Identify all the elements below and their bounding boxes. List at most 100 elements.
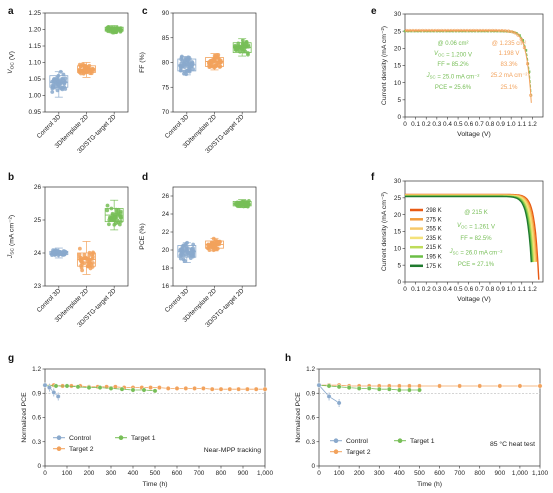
- data-point: [467, 29, 470, 33]
- y-tick-label: 10: [394, 246, 402, 253]
- y-axis-label: JSC (mA cm⁻²): [7, 215, 16, 259]
- data-point: [497, 383, 503, 389]
- data-point: [217, 240, 222, 245]
- data-point: [59, 86, 63, 91]
- x-tick-label: 0.4: [443, 286, 452, 293]
- data-point: [87, 63, 92, 68]
- x-tick-label: 500: [414, 470, 425, 477]
- y-tick-label: 25: [394, 28, 402, 35]
- data-point: [51, 77, 56, 82]
- data-point: [236, 386, 242, 392]
- data-point: [118, 209, 123, 214]
- y-axis-label: Current density (mA cm⁻²): [381, 192, 388, 271]
- legend-label: Target 1: [131, 435, 156, 442]
- data-point: [406, 29, 410, 33]
- series-line: [44, 384, 59, 397]
- y-tick-label: 30: [394, 178, 402, 185]
- data-point: [58, 79, 63, 83]
- legend-label: 255 K: [426, 227, 442, 233]
- data-point: [191, 67, 195, 72]
- data-point: [91, 254, 95, 259]
- y-axis-label: VOC (V): [7, 51, 16, 74]
- x-tick-label: 100: [62, 470, 73, 477]
- data-point: [490, 28, 495, 33]
- y-tick-label: 0.3: [32, 439, 41, 446]
- y-tick-label: 23: [34, 283, 42, 290]
- annotation: FF = 82.5%: [460, 236, 492, 242]
- data-point: [209, 386, 215, 392]
- data-point: [462, 28, 466, 33]
- panel-label-e: e: [371, 6, 377, 17]
- y-tick-label: 18: [162, 265, 170, 272]
- y-axis-label: FF (%): [139, 52, 146, 73]
- panel-label-a: a: [8, 6, 14, 17]
- data-point: [78, 69, 83, 74]
- data-point: [417, 28, 421, 33]
- x-tick-label: 400: [394, 470, 405, 477]
- annotation-large-area: 1.198 V: [499, 51, 520, 57]
- y-tick-label: 1.25: [29, 10, 42, 17]
- legend-label: Control: [69, 435, 91, 442]
- data-point: [88, 71, 93, 76]
- legend-marker: [118, 435, 124, 441]
- x-tick-label: 0.3: [432, 121, 441, 128]
- data-point: [112, 27, 117, 32]
- data-point: [86, 256, 91, 261]
- x-tick-label: 0.6: [464, 121, 473, 128]
- data-point: [468, 28, 472, 33]
- y-tick-label: 5: [397, 97, 401, 104]
- data-point: [442, 29, 445, 33]
- data-point: [481, 28, 485, 33]
- y-tick-label: 5: [397, 262, 401, 269]
- data-point: [477, 29, 480, 33]
- panel-label-d: d: [142, 172, 148, 183]
- data-point: [452, 28, 456, 33]
- data-point: [484, 28, 488, 33]
- data-point: [241, 49, 246, 54]
- y-tick-label: 26: [162, 193, 170, 200]
- data-point: [521, 39, 525, 42]
- x-axis-label: Time (h): [142, 481, 167, 488]
- data-point: [200, 385, 206, 391]
- y-tick-label: 1.2: [32, 366, 41, 373]
- y-tick-label: 22: [162, 229, 170, 236]
- x-tick-label: 1.0: [507, 121, 516, 128]
- data-point: [77, 252, 82, 257]
- data-point: [245, 204, 250, 209]
- data-point: [496, 29, 499, 33]
- y-tick-label: 15: [394, 229, 402, 236]
- data-point: [63, 87, 68, 91]
- data-point: [417, 387, 422, 393]
- y-axis-label: Normalized PCE: [21, 392, 28, 443]
- legend-label: Control: [346, 438, 368, 445]
- y-tick-label: 16: [162, 283, 170, 290]
- data-point: [422, 29, 426, 33]
- data-point: [440, 28, 444, 33]
- x-tick-label: 500: [150, 470, 161, 477]
- data-point: [182, 259, 187, 263]
- data-point: [217, 65, 222, 69]
- data-point: [430, 28, 434, 33]
- data-point: [526, 62, 530, 66]
- data-point: [178, 63, 183, 68]
- data-point: [47, 385, 52, 390]
- data-point: [429, 29, 432, 33]
- data-point: [443, 28, 447, 33]
- data-point: [494, 28, 498, 33]
- x-tick-label: 0.1: [411, 286, 420, 293]
- data-point: [336, 384, 342, 390]
- data-point: [152, 388, 158, 394]
- y-tick-label: 0.3: [306, 439, 315, 446]
- panel-label-c: c: [142, 6, 148, 17]
- x-tick-label: 600: [434, 470, 445, 477]
- y-tick-label: 1.20: [29, 27, 42, 34]
- data-point: [483, 29, 486, 33]
- data-point: [185, 58, 190, 63]
- data-point: [411, 28, 415, 33]
- y-axis-label: Current density (mA cm⁻²): [381, 26, 388, 105]
- data-point: [50, 84, 55, 88]
- chart-h-heat-stability: 0 100 200 300 400 500 600 700 800 900 1,000 1,100 0 0…: [295, 366, 548, 488]
- data-point: [89, 262, 94, 267]
- x-tick-label: 0.1: [411, 121, 420, 128]
- data-point: [478, 28, 482, 33]
